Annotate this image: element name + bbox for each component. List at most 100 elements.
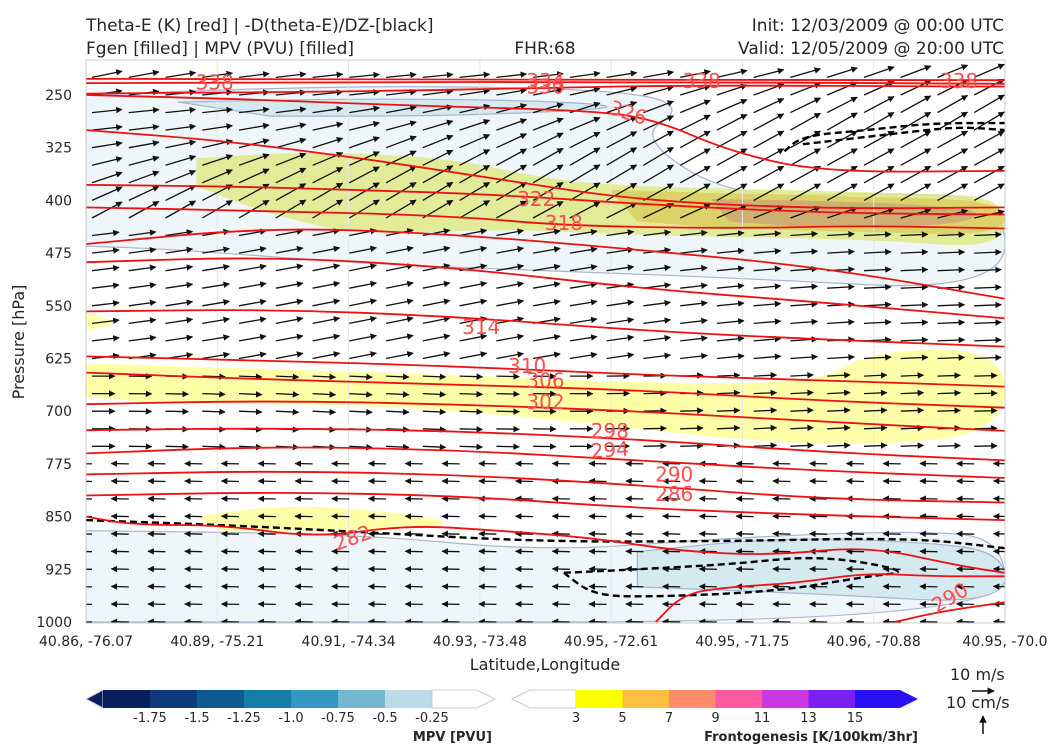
wind-vector [680,300,708,307]
wind-vector [331,477,350,485]
theta-e-label: 306 [526,368,564,392]
wind-vector [827,231,855,238]
wind-vector [459,443,484,451]
theta-e-contour [894,601,1005,623]
wind-vector [606,182,638,201]
wind-vector [900,319,929,326]
wind-vector [165,106,197,114]
wind-vector [606,229,635,237]
wind-vector [459,119,491,131]
wind-vector [937,148,969,166]
wind-vector [422,149,454,166]
wind-vector [312,105,344,114]
wind-vector [662,530,681,538]
wind-vector [606,116,638,131]
wind-vector [294,583,313,590]
wind-vector [238,199,270,219]
wind-vector [569,264,598,272]
wind-vector [716,424,741,432]
wind-vector [422,333,451,342]
wind-vector [863,354,892,361]
wind-vector [91,171,123,184]
wind-vector [1011,305,1038,306]
wind-vector [937,183,969,201]
wind-vector [257,477,276,485]
wind-vector [937,354,966,361]
wind-vector [422,408,447,416]
wind-vector [202,106,233,114]
wind-vector [1011,234,1038,235]
wind-vector [128,299,157,307]
wind-vector [753,230,782,237]
wind-vector [863,130,895,149]
wind-vector [331,583,350,590]
wind-vector [422,280,451,289]
wind-vector [716,230,745,237]
wind-vector [532,281,561,289]
fgen-colorbar-tick: 11 [754,711,771,726]
wind-vector [514,477,534,485]
wind-vector [496,133,527,149]
wind-vector [275,152,307,166]
fgen-colorbar-tick: 5 [618,711,626,726]
wind-vector [202,316,230,325]
wind-vector [349,136,380,149]
wind-vector [128,185,160,201]
mpv-colorbar-tick: -1.0 [278,711,303,726]
wind-vector [496,181,527,201]
wind-vector [753,148,785,166]
wind-vector [496,443,520,450]
wind-vector [533,71,564,79]
fgen-colorbar-tick: 13 [800,711,817,726]
wind-vector [772,583,791,590]
wind-vector [312,228,341,237]
wind-vector [238,316,267,325]
theta-e-label: 290 [655,462,693,486]
fgen-colorbar-extend-high [855,690,918,708]
wind-vector [349,245,377,254]
wind-vector [643,442,667,450]
wind-vector [680,335,708,342]
wind-vector [588,477,607,485]
wind-vector [404,477,423,485]
wind-vector [91,300,120,307]
mpv-colorbar-tick: -0.75 [321,711,355,726]
mpv-colorbar-extend-low [84,689,104,709]
wind-vector [1011,340,1038,341]
wind-vector [422,228,451,237]
wind-vector [882,530,901,538]
wind-vector [569,351,598,360]
wind-vector [1011,322,1038,323]
wind-vector [900,130,932,149]
wind-vector [128,123,160,131]
wind-vector [643,352,672,360]
wind-vector [257,583,276,590]
wind-vector [679,99,711,114]
fgen-colorbar-tick: 7 [665,711,673,726]
wind-vector [128,246,157,254]
wind-vector [753,98,785,114]
theta-e-label: 294 [590,436,630,463]
wind-vector [680,84,711,96]
wind-vector [165,139,197,149]
wind-vector [937,407,961,414]
wind-vector [202,373,226,380]
wind-vector [128,106,160,114]
wind-vector [496,373,520,380]
wind-vector [496,408,520,415]
wind-vector [422,71,454,79]
wind-vector [827,442,851,449]
wind-vector [790,283,819,290]
x-axis-label: Latitude,Longitude [470,655,621,674]
wind-vector [679,148,711,166]
wind-vector [496,228,525,237]
wind-vector [349,121,380,131]
wind-vector [514,530,534,538]
wind-vector [753,407,778,414]
wind-vector [937,111,969,131]
wind-vector [716,204,748,219]
frontogenesis-fill-region [196,506,445,531]
wind-vector [165,390,189,398]
wind-vector [973,94,1005,114]
wind-vector [900,266,929,274]
